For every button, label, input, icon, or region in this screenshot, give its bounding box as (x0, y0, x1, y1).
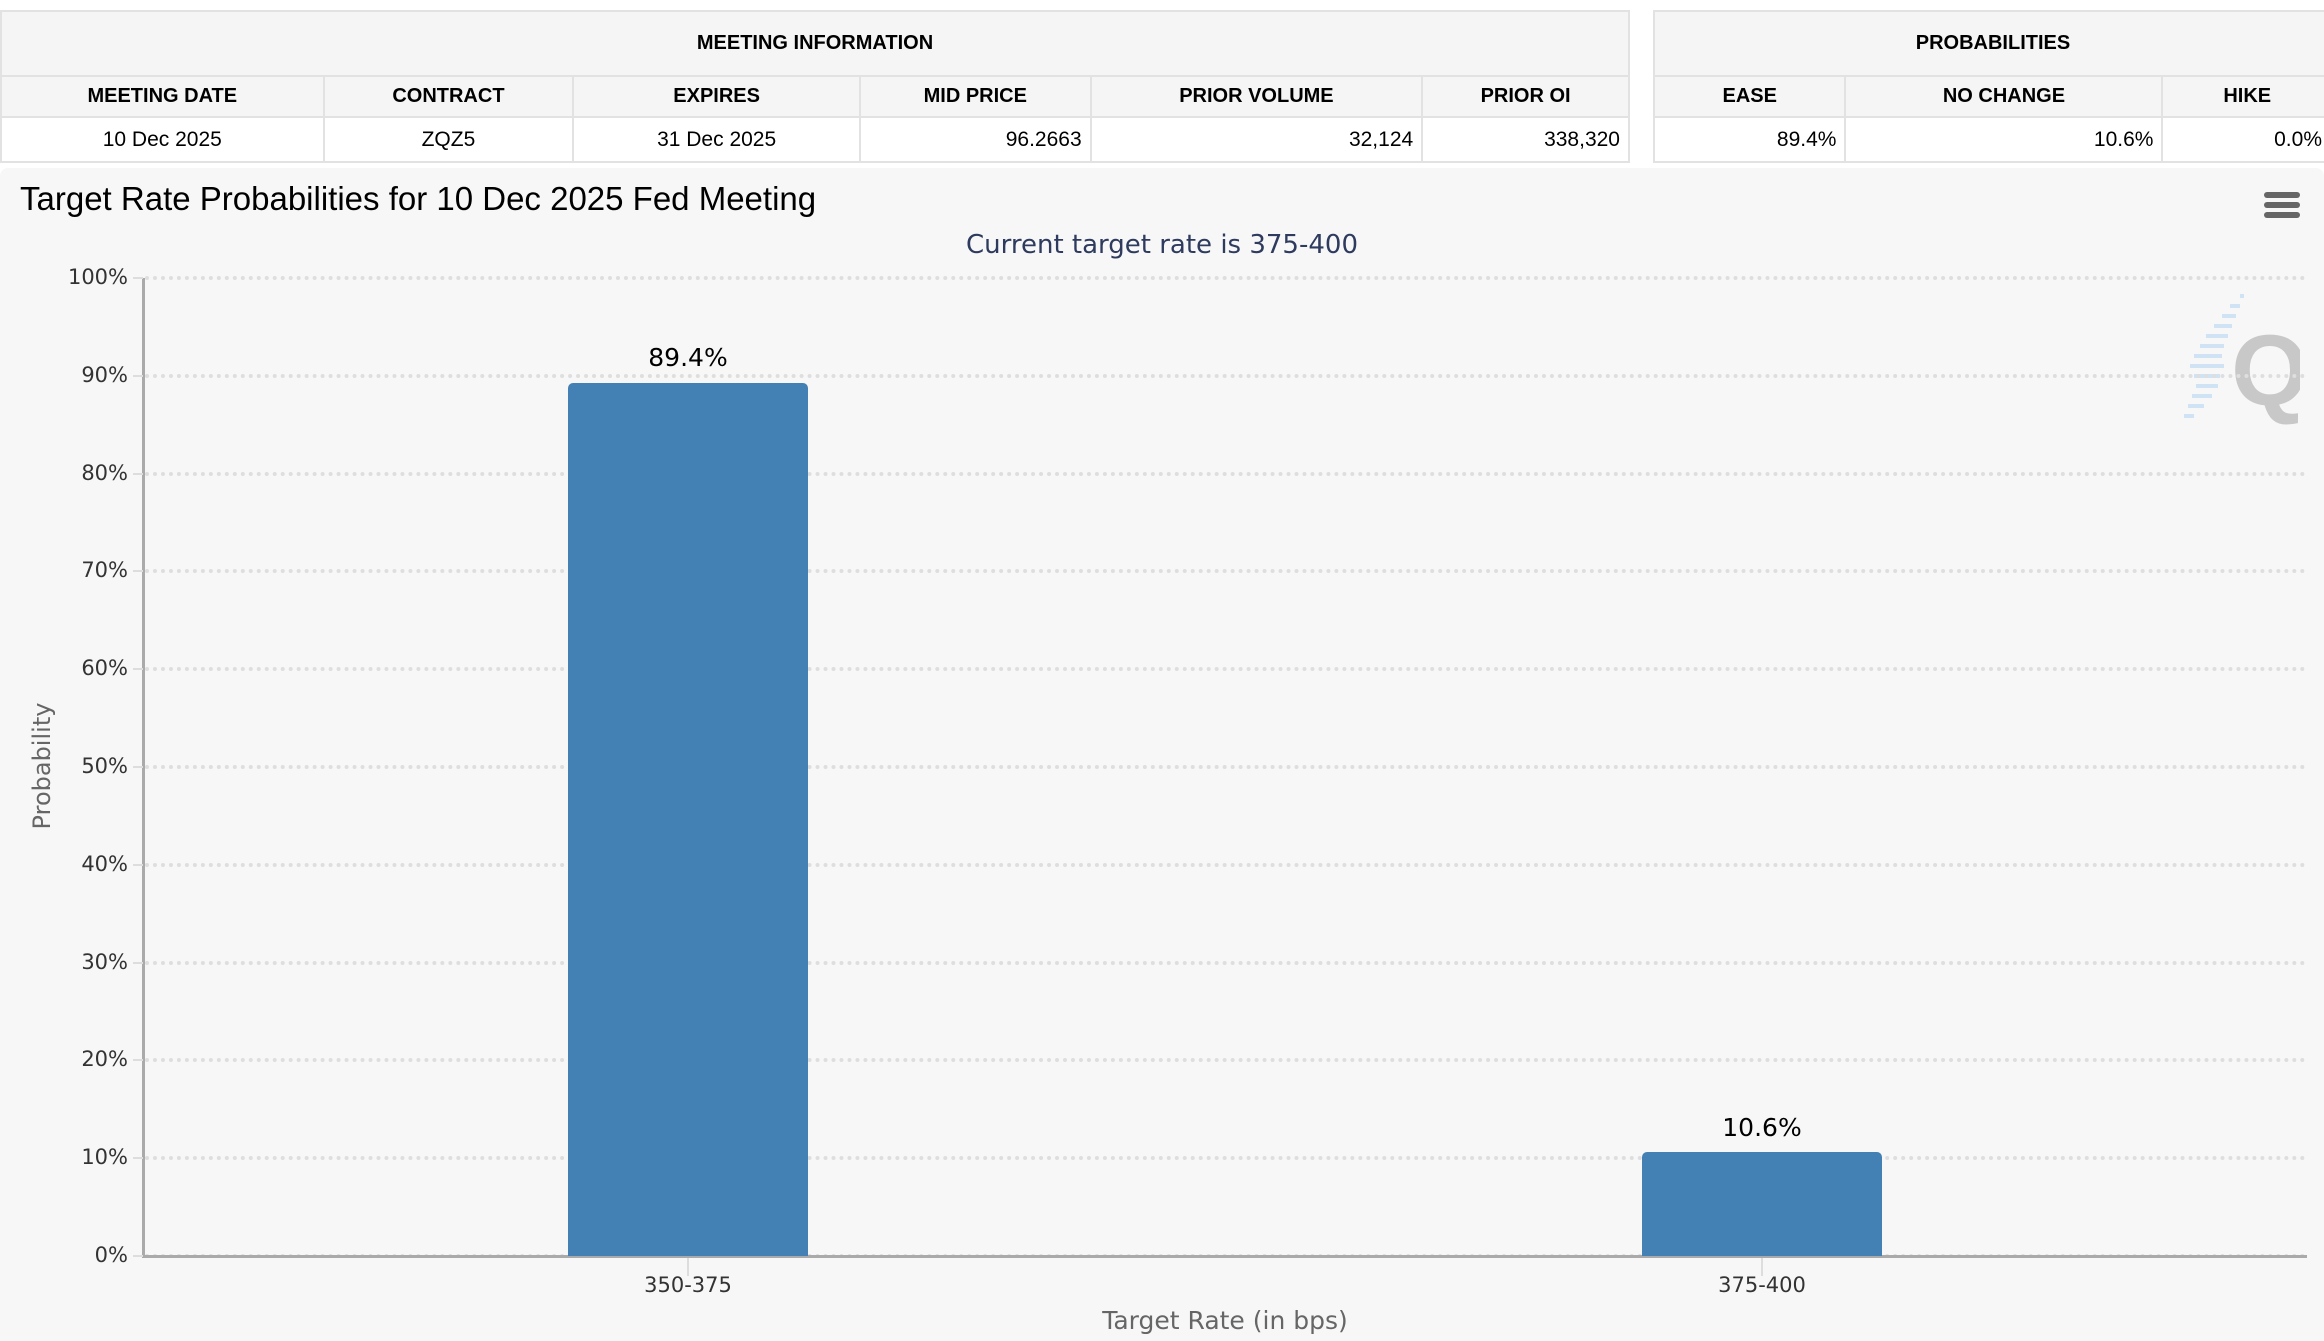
chart-panel (0, 168, 2324, 1341)
gridline (145, 960, 2307, 965)
col-hike: HIKE (2161, 75, 2324, 118)
bar-value-label: 89.4% (648, 343, 728, 372)
gridline (145, 373, 2307, 378)
meeting-information-table: MEETING INFORMATION MEETING DATE CONTRAC… (0, 10, 1630, 163)
col-ease: EASE (1652, 75, 1847, 118)
gridline (145, 1058, 2307, 1063)
probabilities-table: PROBABILITIES EASE NO CHANGE HIKE 89.4% … (1652, 10, 2324, 163)
x-tick-label: 350-375 (644, 1273, 732, 1297)
y-tick-mark (133, 1157, 143, 1160)
gridline (145, 862, 2307, 867)
y-tick-mark (133, 1255, 143, 1257)
meeting-information-header: MEETING INFORMATION (0, 10, 1630, 77)
hamburger-menu-icon[interactable] (2264, 192, 2300, 220)
col-contract: CONTRACT (322, 75, 575, 118)
cell-contract: ZQZ5 (322, 116, 575, 163)
svg-text:Q: Q (2231, 315, 2300, 427)
y-tick-label: 90% (81, 362, 128, 387)
bar-350-375[interactable] (568, 383, 808, 1256)
col-mid-price: MID PRICE (858, 75, 1092, 118)
y-tick-mark (133, 277, 143, 279)
cell-mid-price: 96.2663 (858, 116, 1092, 163)
cell-ease: 89.4% (1652, 116, 1847, 163)
gridline (145, 667, 2307, 672)
gridline (145, 765, 2307, 769)
q-logo-icon: Q (2184, 294, 2300, 427)
chart-subtitle: Current target rate is 375-400 (966, 230, 1358, 260)
x-tick-mark (687, 1258, 689, 1276)
y-tick-mark (133, 961, 143, 964)
x-tick-label: 375-400 (1718, 1273, 1806, 1297)
y-tick-label: 70% (81, 558, 128, 583)
y-tick-label: 80% (81, 460, 128, 485)
y-tick-mark (133, 472, 143, 475)
cell-expires: 31 Dec 2025 (572, 116, 861, 163)
y-tick-mark (133, 766, 143, 768)
col-meeting-date: MEETING DATE (0, 75, 325, 118)
col-expires: EXPIRES (572, 75, 861, 118)
cell-prior-volume: 32,124 (1089, 116, 1424, 163)
cell-prior-oi: 338,320 (1421, 116, 1630, 163)
y-axis-line (142, 278, 145, 1258)
bar-375-400[interactable] (1642, 1152, 1882, 1256)
y-tick-mark (133, 570, 143, 573)
y-tick-label: 0% (94, 1243, 128, 1267)
gridline (145, 569, 2307, 574)
table-row: 89.4% 10.6% 0.0% (1652, 116, 2324, 163)
y-tick-label: 10% (81, 1145, 128, 1170)
cell-meeting-date: 10 Dec 2025 (0, 116, 325, 163)
y-tick-label: 20% (81, 1047, 128, 1072)
y-tick-mark (133, 863, 143, 866)
y-tick-mark (133, 374, 143, 377)
gridline (145, 276, 2307, 280)
y-tick-label: 30% (81, 949, 128, 974)
y-tick-label: 50% (81, 754, 128, 778)
y-tick-mark (133, 668, 143, 671)
cell-hike: 0.0% (2161, 116, 2324, 163)
cell-no-change: 10.6% (1844, 116, 2164, 163)
gridline (145, 1156, 2307, 1161)
y-tick-label: 40% (81, 851, 128, 876)
y-tick-label: 60% (81, 656, 128, 681)
probabilities-header: PROBABILITIES (1653, 10, 2324, 77)
y-tick-label: 100% (67, 265, 128, 289)
col-no-change: NO CHANGE (1844, 75, 2164, 118)
chart-title: Target Rate Probabilities for 10 Dec 202… (20, 180, 817, 217)
x-axis-title: Target Rate (in bps) (1102, 1306, 1348, 1335)
x-tick-mark (1761, 1258, 1763, 1276)
col-prior-oi: PRIOR OI (1421, 75, 1630, 118)
y-tick-mark (133, 1059, 143, 1062)
bar-value-label: 10.6% (1722, 1113, 1802, 1142)
table-row: 10 Dec 2025 ZQZ5 31 Dec 2025 96.2663 32,… (0, 116, 1630, 163)
x-axis-line (142, 1255, 2307, 1258)
col-prior-volume: PRIOR VOLUME (1089, 75, 1424, 118)
gridline (145, 471, 2307, 476)
